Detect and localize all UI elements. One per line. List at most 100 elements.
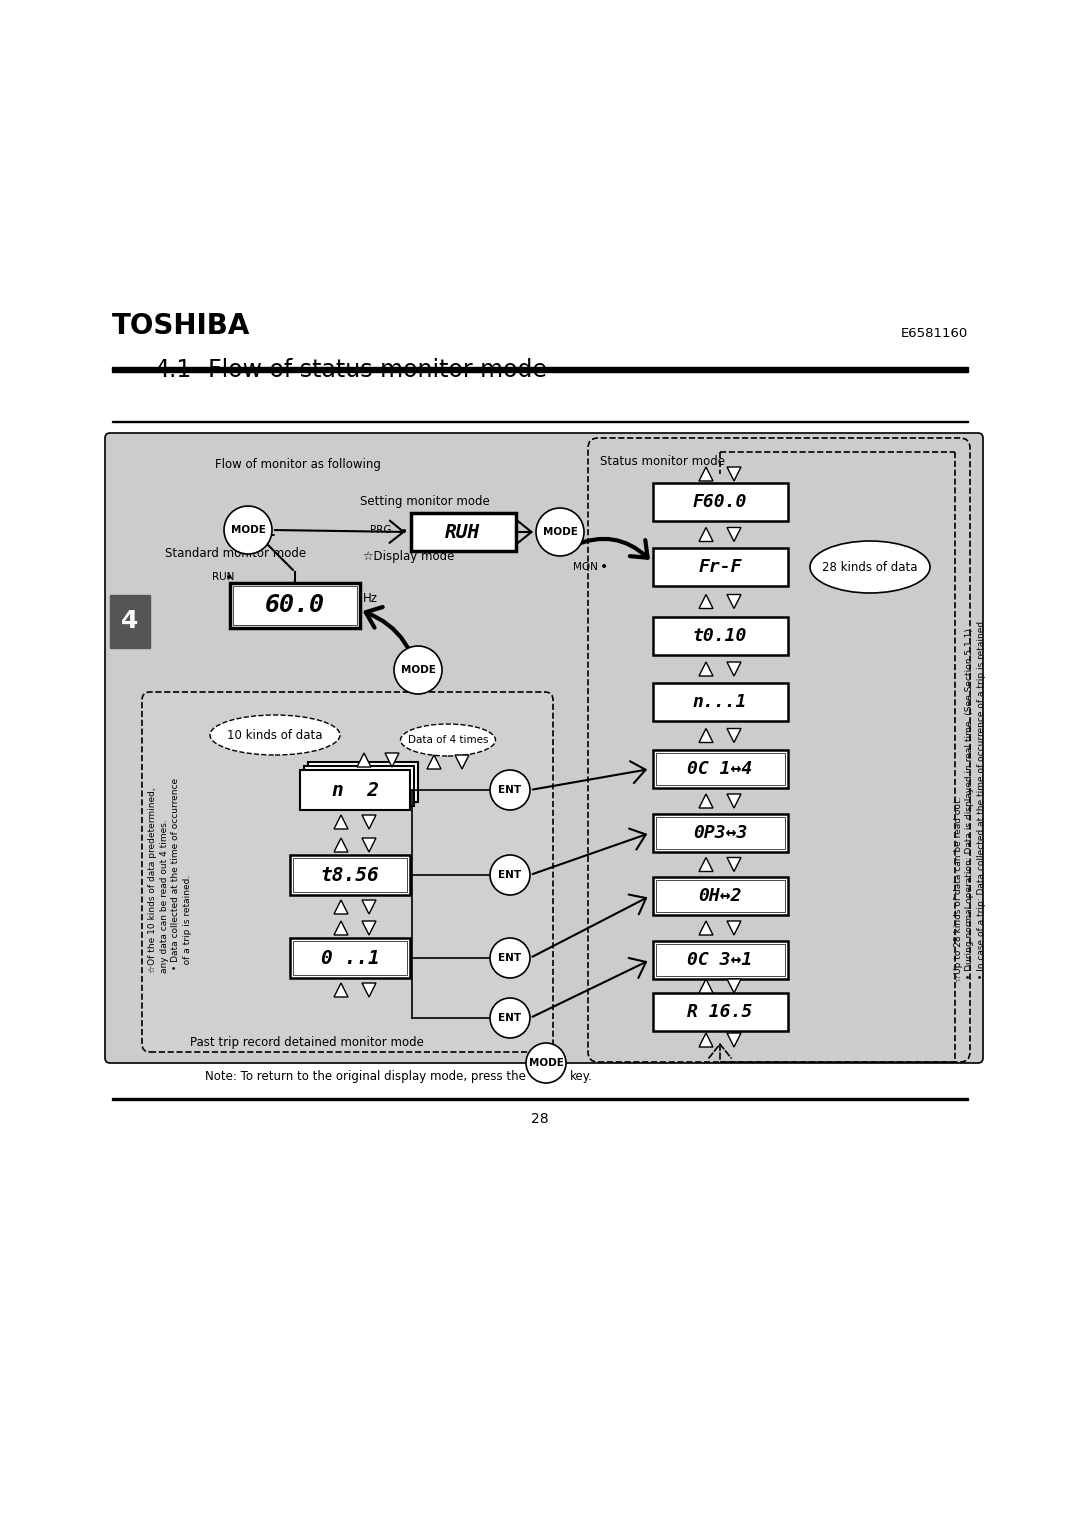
Text: Data of 4 times: Data of 4 times — [408, 735, 488, 746]
Bar — [656, 753, 784, 785]
Text: ☆Up to 28 kinds of data can be read out.
 • During normal operation: Data is dis: ☆Up to 28 kinds of data can be read out.… — [954, 617, 986, 983]
Text: 0C 1↔4: 0C 1↔4 — [687, 759, 753, 778]
Bar — [291, 938, 410, 978]
Polygon shape — [362, 921, 376, 935]
Polygon shape — [727, 857, 741, 871]
Polygon shape — [334, 900, 348, 914]
Text: n  2: n 2 — [332, 781, 378, 799]
Polygon shape — [357, 753, 372, 767]
Text: MON: MON — [573, 562, 598, 571]
Bar — [656, 944, 784, 976]
Polygon shape — [362, 814, 376, 830]
Text: 28: 28 — [531, 1112, 549, 1126]
Text: R 16.5: R 16.5 — [687, 1002, 753, 1021]
Bar — [308, 762, 418, 802]
Text: ☆Of the 10 kinds of data predetermined,
any data can be read out 4 times.
 • Dat: ☆Of the 10 kinds of data predetermined, … — [148, 778, 192, 972]
Text: t0.10: t0.10 — [692, 626, 747, 645]
Text: 0C 3↔1: 0C 3↔1 — [687, 950, 753, 969]
Polygon shape — [362, 837, 376, 853]
Text: 0 ..1: 0 ..1 — [321, 949, 379, 967]
Polygon shape — [699, 729, 713, 743]
Bar — [112, 367, 968, 371]
Polygon shape — [727, 921, 741, 935]
Polygon shape — [334, 837, 348, 853]
Text: 0H↔2: 0H↔2 — [699, 886, 742, 905]
Polygon shape — [727, 662, 741, 675]
Bar — [652, 941, 787, 979]
Bar — [293, 859, 407, 892]
Bar — [652, 483, 787, 521]
Polygon shape — [699, 979, 713, 993]
Text: key.: key. — [570, 1070, 593, 1083]
Bar — [410, 513, 515, 552]
FancyBboxPatch shape — [141, 692, 553, 1051]
Bar — [656, 880, 784, 912]
Polygon shape — [699, 857, 713, 871]
Text: PRG: PRG — [370, 526, 391, 535]
Text: E6581160: E6581160 — [901, 327, 968, 341]
Bar — [652, 683, 787, 721]
Bar — [110, 594, 150, 648]
Polygon shape — [334, 983, 348, 996]
Text: 4: 4 — [121, 610, 138, 633]
Bar — [112, 1097, 968, 1100]
Polygon shape — [384, 753, 399, 767]
Polygon shape — [727, 468, 741, 481]
Text: ENT: ENT — [499, 953, 522, 963]
Text: ENT: ENT — [499, 785, 522, 795]
Text: 60.0: 60.0 — [265, 593, 325, 617]
Bar — [230, 582, 360, 628]
Bar — [652, 750, 787, 788]
Ellipse shape — [401, 724, 496, 756]
Polygon shape — [699, 662, 713, 675]
Polygon shape — [699, 921, 713, 935]
Text: MODE: MODE — [542, 527, 578, 536]
Polygon shape — [699, 527, 713, 541]
Text: RUN: RUN — [212, 571, 234, 582]
Polygon shape — [334, 921, 348, 935]
Bar — [656, 817, 784, 850]
Circle shape — [490, 998, 530, 1038]
Text: •: • — [225, 571, 233, 585]
Text: t8.56: t8.56 — [321, 865, 379, 885]
Ellipse shape — [210, 715, 340, 755]
Text: TOSHIBA: TOSHIBA — [112, 312, 251, 341]
Text: Flow of monitor as following: Flow of monitor as following — [215, 458, 381, 471]
Circle shape — [536, 507, 584, 556]
Text: ENT: ENT — [499, 869, 522, 880]
Circle shape — [490, 938, 530, 978]
Bar — [652, 549, 787, 587]
Text: •: • — [600, 559, 608, 575]
Polygon shape — [727, 594, 741, 608]
Bar — [233, 585, 357, 625]
Bar — [652, 877, 787, 915]
Text: Setting monitor mode: Setting monitor mode — [360, 495, 489, 507]
Text: MODE: MODE — [528, 1057, 564, 1068]
Circle shape — [224, 506, 272, 555]
FancyBboxPatch shape — [588, 439, 970, 1062]
Circle shape — [394, 646, 442, 694]
Text: Past trip record detained monitor mode: Past trip record detained monitor mode — [190, 1036, 423, 1050]
Text: ☆Display mode: ☆Display mode — [363, 550, 455, 562]
Bar — [293, 941, 407, 975]
Polygon shape — [727, 979, 741, 993]
Polygon shape — [727, 527, 741, 541]
Polygon shape — [727, 729, 741, 743]
Text: Note: To return to the original display mode, press the: Note: To return to the original display … — [205, 1070, 526, 1083]
Polygon shape — [334, 814, 348, 830]
Text: Status monitor mode: Status monitor mode — [600, 455, 725, 468]
Circle shape — [490, 770, 530, 810]
Polygon shape — [362, 983, 376, 996]
Text: Fr-F: Fr-F — [699, 558, 742, 576]
Polygon shape — [362, 900, 376, 914]
Text: Flow of status monitor mode: Flow of status monitor mode — [208, 358, 546, 382]
Bar — [291, 856, 410, 895]
Text: F60.0: F60.0 — [692, 494, 747, 510]
Bar — [300, 770, 410, 810]
Text: MODE: MODE — [401, 665, 435, 675]
Polygon shape — [699, 795, 713, 808]
Text: 28 kinds of data: 28 kinds of data — [822, 561, 918, 573]
FancyBboxPatch shape — [105, 432, 983, 1063]
Text: MODE: MODE — [230, 526, 266, 535]
Text: 0P3↔3: 0P3↔3 — [692, 824, 747, 842]
